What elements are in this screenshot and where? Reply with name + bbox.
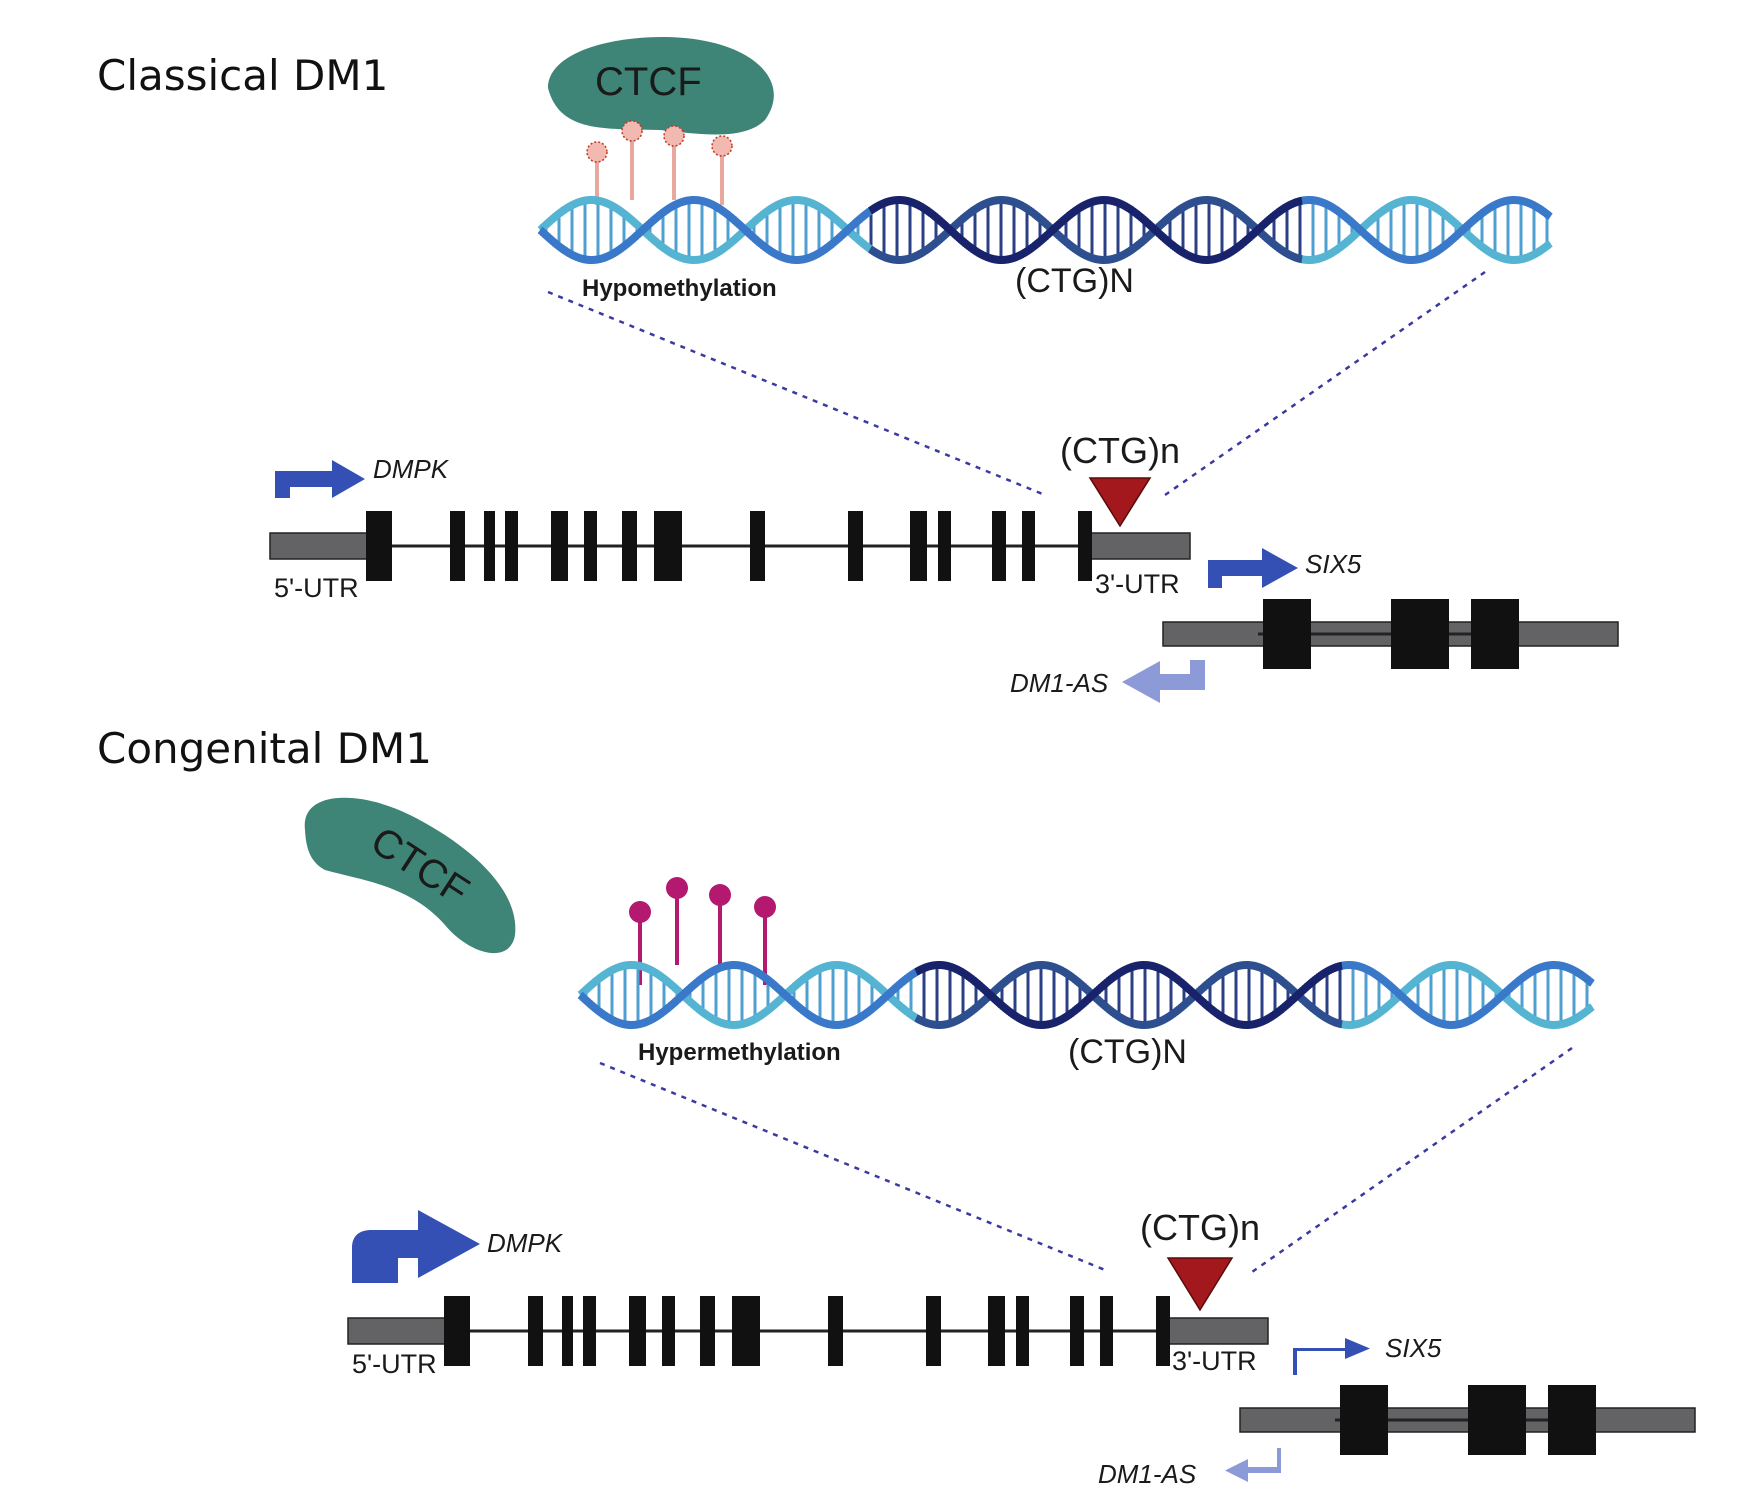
dmpk-gene-track bbox=[347, 1296, 1269, 1366]
utr5-box bbox=[269, 532, 381, 560]
lollipop-head bbox=[621, 120, 643, 142]
exon bbox=[528, 1296, 543, 1366]
dmpk-label: DMPK bbox=[373, 454, 450, 484]
exon bbox=[662, 1296, 675, 1366]
lollipop-head bbox=[663, 125, 685, 147]
exon bbox=[1468, 1385, 1526, 1455]
panel-congenital: Congenital DM1 CTCF Hypermethylation (CT… bbox=[97, 724, 1696, 1489]
dna-double-helix-icon bbox=[577, 961, 1595, 1029]
promoter-arrow-icon bbox=[352, 1210, 480, 1283]
exon bbox=[551, 511, 568, 581]
dna-double-helix-icon bbox=[537, 196, 1553, 264]
dmpk-label: DMPK bbox=[487, 1228, 564, 1258]
exon bbox=[622, 511, 637, 581]
ctcf-protein-icon: CTCF bbox=[548, 37, 774, 135]
methylation-label: Hypermethylation bbox=[638, 1039, 841, 1066]
exon bbox=[584, 511, 597, 581]
exon bbox=[562, 1296, 573, 1366]
exon bbox=[926, 1296, 941, 1366]
exon bbox=[484, 511, 495, 581]
dm1as-label: DM1-AS bbox=[1010, 668, 1109, 698]
ctcf-label: CTCF bbox=[595, 60, 702, 104]
methylation-label: Hypomethylation bbox=[582, 275, 777, 302]
promoter-arrow-icon bbox=[275, 460, 365, 498]
zoom-line-left bbox=[599, 1061, 1106, 1272]
exon bbox=[750, 511, 765, 581]
repeat-expansion-triangle-icon bbox=[1088, 477, 1152, 528]
six5-promoter-arrow-icon bbox=[1208, 548, 1298, 588]
exon bbox=[1156, 1296, 1170, 1366]
exon bbox=[1548, 1385, 1596, 1455]
utr5-label: 5'-UTR bbox=[352, 1349, 437, 1379]
dna-repeat-label: (CTG)N bbox=[1068, 1033, 1187, 1071]
antisense-arrow-icon bbox=[1225, 1448, 1281, 1482]
panel-classical: Classical DM1 CTCF Hypomethylation (CTG)… bbox=[97, 37, 1619, 703]
exon bbox=[654, 511, 682, 581]
repeat-label: (CTG)n bbox=[1140, 1207, 1260, 1248]
exon bbox=[910, 511, 927, 581]
exon bbox=[1070, 1296, 1084, 1366]
exon bbox=[505, 511, 518, 581]
zoom-line-left bbox=[547, 290, 1046, 497]
exon bbox=[1022, 511, 1035, 581]
six5-gene-track bbox=[1162, 599, 1619, 669]
exon bbox=[992, 511, 1006, 581]
exon bbox=[1100, 1296, 1113, 1366]
repeat-label: (CTG)n bbox=[1060, 430, 1180, 471]
lollipop-head bbox=[754, 896, 776, 918]
utr3-label: 3'-UTR bbox=[1095, 569, 1180, 599]
utr3-label: 3'-UTR bbox=[1172, 1346, 1257, 1376]
utr5-label: 5'-UTR bbox=[274, 573, 359, 603]
utr3-box bbox=[1167, 1317, 1269, 1345]
exon bbox=[444, 1296, 470, 1366]
six5-label: SIX5 bbox=[1385, 1333, 1442, 1363]
exon bbox=[1016, 1296, 1029, 1366]
lollipop-head bbox=[711, 135, 733, 157]
six5-gene-track bbox=[1239, 1385, 1696, 1455]
exon bbox=[700, 1296, 715, 1366]
zoom-line-right bbox=[1251, 1046, 1573, 1274]
zoom-line-right bbox=[1164, 270, 1486, 497]
exon bbox=[366, 511, 392, 581]
exon bbox=[988, 1296, 1005, 1366]
lollipop-head bbox=[586, 141, 608, 163]
six5-promoter-arrow-icon bbox=[1293, 1338, 1370, 1375]
exon bbox=[938, 511, 951, 581]
exon bbox=[1340, 1385, 1388, 1455]
methylation-lollipop-icon bbox=[586, 120, 733, 205]
methylation-lollipop-icon bbox=[629, 877, 776, 985]
exon bbox=[1263, 599, 1311, 669]
exon bbox=[583, 1296, 596, 1366]
panel-title: Classical DM1 bbox=[97, 51, 388, 100]
exon bbox=[848, 511, 863, 581]
utr5-box bbox=[347, 1317, 459, 1345]
dna-repeat-label: (CTG)N bbox=[1015, 262, 1134, 300]
lollipop-head bbox=[666, 877, 688, 899]
lollipop-head bbox=[629, 901, 651, 923]
ctcf-protein-icon: CTCF bbox=[304, 797, 516, 954]
exon bbox=[828, 1296, 843, 1366]
exon bbox=[1391, 599, 1449, 669]
utr3-box bbox=[1089, 532, 1191, 560]
six5-label: SIX5 bbox=[1305, 549, 1362, 579]
exon bbox=[450, 511, 465, 581]
panel-title: Congenital DM1 bbox=[97, 724, 432, 773]
exon bbox=[1078, 511, 1092, 581]
dm1as-label: DM1-AS bbox=[1098, 1459, 1197, 1489]
antisense-arrow-icon bbox=[1122, 660, 1205, 703]
lollipop-head bbox=[709, 884, 731, 906]
exon bbox=[1471, 599, 1519, 669]
exon bbox=[732, 1296, 760, 1366]
dmpk-gene-track bbox=[269, 511, 1191, 581]
exon bbox=[629, 1296, 646, 1366]
repeat-expansion-triangle-icon bbox=[1166, 1257, 1234, 1312]
